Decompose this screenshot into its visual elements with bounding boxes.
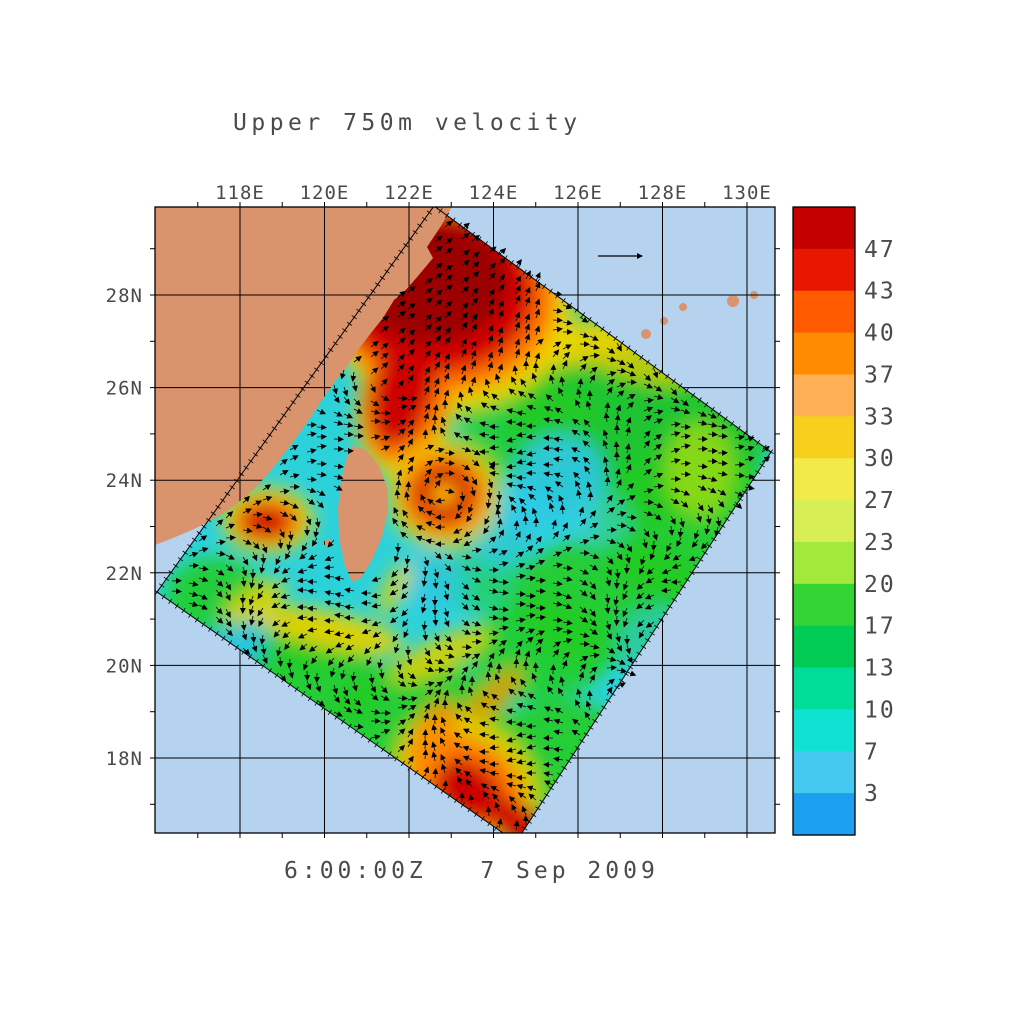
lon-tick-label: 122E bbox=[384, 182, 434, 204]
colorbar-tick-label: 7 bbox=[864, 739, 880, 765]
colorbar-tick-label: 47 bbox=[864, 237, 896, 263]
lon-tick-label: 124E bbox=[469, 182, 519, 204]
colorbar-segment bbox=[793, 709, 855, 752]
valid-time-label: 6:00:00Z 7 Sep 2009 bbox=[284, 858, 659, 884]
small-island bbox=[727, 295, 739, 307]
colorbar-tick-label: 20 bbox=[864, 572, 896, 598]
lon-tick-label: 118E bbox=[215, 182, 265, 204]
colorbar-tick-label: 37 bbox=[864, 362, 896, 388]
frame-ticks bbox=[150, 202, 780, 838]
colorbar-segment bbox=[793, 416, 855, 459]
colorbar-tick-label: 40 bbox=[864, 321, 896, 347]
lat-tick-label: 22N bbox=[106, 563, 143, 585]
colorbar-segment bbox=[793, 583, 855, 627]
small-island bbox=[324, 539, 332, 547]
lat-tick-label: 28N bbox=[106, 285, 143, 307]
small-island bbox=[641, 329, 651, 339]
small-island bbox=[244, 456, 254, 466]
axis-labels: 118E 120E 122E 124E 126E 128E 130E 28N 26N 24N 22N… bbox=[106, 182, 772, 770]
mainland-china bbox=[155, 207, 452, 545]
colorbar-segment bbox=[793, 793, 855, 836]
velocity-vectors bbox=[171, 220, 771, 831]
lon-tick-label: 130E bbox=[722, 182, 772, 204]
colorbar-segment bbox=[793, 248, 855, 292]
colorbar: 47 43 40 37 33 30 27 23 20 17 13 10 7 3 bbox=[792, 206, 896, 836]
small-island bbox=[679, 303, 687, 311]
colorbar-segment bbox=[793, 290, 855, 334]
small-island bbox=[261, 440, 269, 448]
colorbar-segment bbox=[793, 751, 855, 794]
colorbar-segment bbox=[793, 374, 855, 417]
colorbar-tick-label: 3 bbox=[864, 781, 880, 807]
colorbar-segment bbox=[793, 500, 855, 543]
colorbar-tick-label: 23 bbox=[864, 530, 896, 556]
colorbar-tick-label: 27 bbox=[864, 488, 896, 514]
colorbar-tick-label: 43 bbox=[864, 279, 896, 305]
colorbar-tick-label: 10 bbox=[864, 697, 896, 723]
lon-tick-label: 126E bbox=[553, 182, 603, 204]
colorbar-segment bbox=[793, 207, 855, 250]
colorbar-segment bbox=[793, 541, 855, 585]
small-island bbox=[660, 317, 668, 325]
lon-tick-label: 120E bbox=[300, 182, 350, 204]
lat-tick-label: 24N bbox=[106, 470, 143, 492]
colorbar-segment bbox=[793, 332, 855, 376]
lat-tick-label: 26N bbox=[106, 378, 143, 400]
lat-tick-label: 20N bbox=[106, 655, 143, 677]
plot-frame bbox=[154, 206, 776, 834]
colorbar-tick-label: 17 bbox=[864, 614, 896, 640]
colorbar-segment bbox=[793, 458, 855, 501]
colorbar-segment bbox=[793, 625, 855, 669]
plot-title: Upper 750m velocity bbox=[233, 110, 582, 136]
colorbar-border bbox=[792, 206, 856, 836]
lon-tick-label: 128E bbox=[638, 182, 688, 204]
lat-tick-label: 18N bbox=[106, 748, 143, 770]
colorbar-segment bbox=[793, 667, 855, 710]
colorbar-tick-label: 30 bbox=[864, 446, 896, 472]
colorbar-tick-label: 33 bbox=[864, 404, 896, 430]
colorbar-tick-label: 13 bbox=[864, 656, 896, 682]
